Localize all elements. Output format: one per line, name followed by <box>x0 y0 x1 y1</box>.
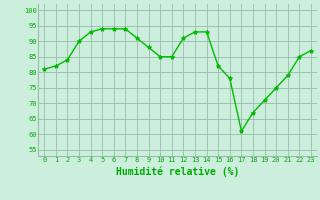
X-axis label: Humidité relative (%): Humidité relative (%) <box>116 166 239 177</box>
